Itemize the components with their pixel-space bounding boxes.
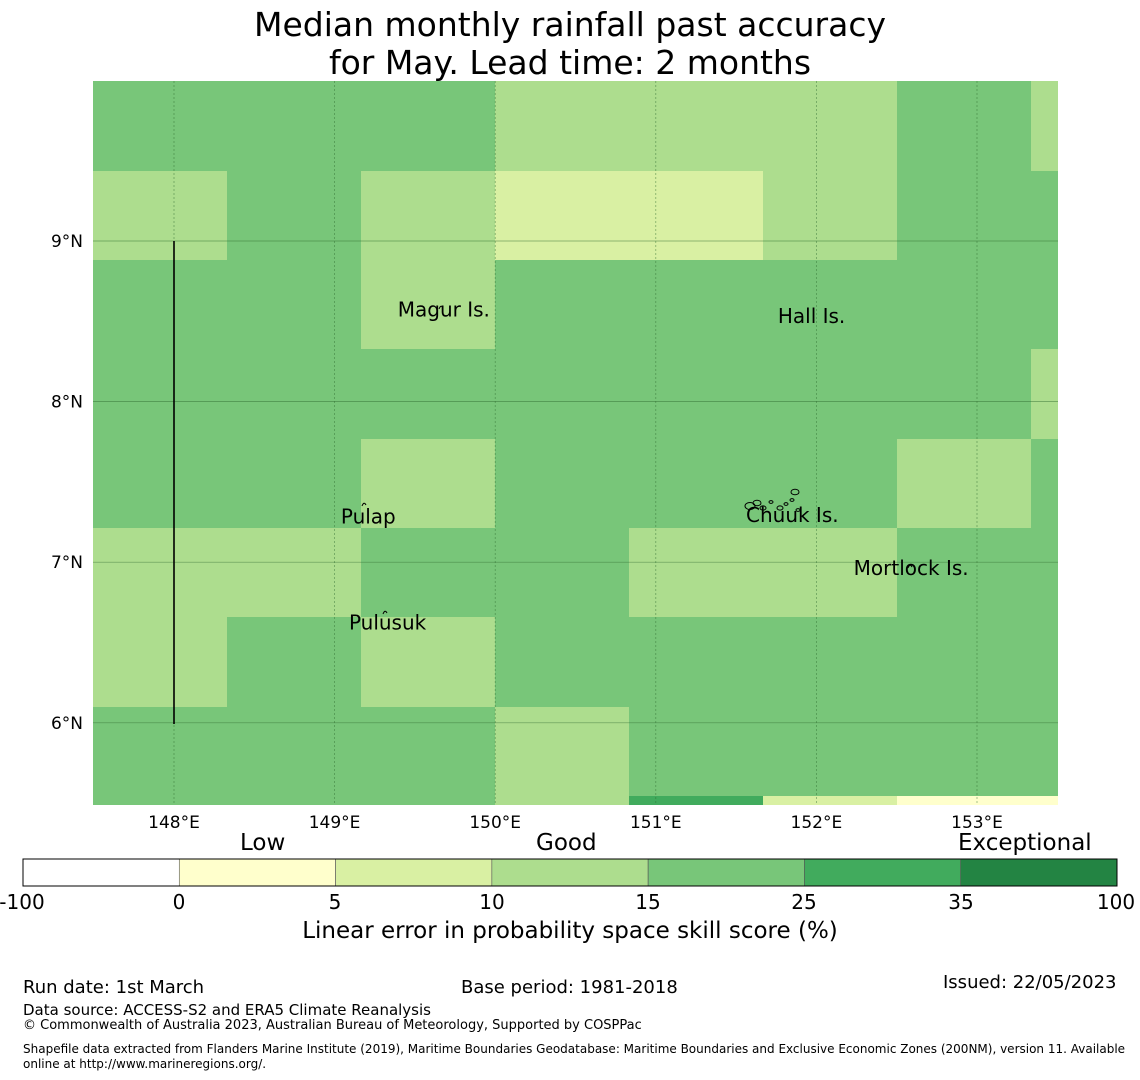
issued-date: Issued: 22/05/2023 [943,972,1117,993]
colorbar-segment [647,858,805,887]
map-cell [495,171,763,260]
place-label: Pulap [341,505,396,529]
place-label: Chuuk Is. [746,503,839,527]
colorbar-tick: 0 [172,890,186,914]
lon-tick-label: 153°E [951,813,1003,830]
lon-tick-label: 149°E [309,813,361,830]
map-cell [763,171,897,260]
chuuk-island-outline [759,505,767,511]
map-cell [897,796,1058,805]
map-cell [1031,260,1058,349]
map-cell [361,617,495,707]
colorbar-tick: 25 [791,890,817,914]
island-outline [907,564,913,569]
colorbar-segment [491,858,649,887]
lat-tick-label: 8°N [51,393,83,413]
map-cell [361,439,495,528]
base-period: Base period: 1981-2018 [461,977,678,998]
skill-map: Magur Is. Hall Is. Pulap Chuuk Is. Mortlock … [51,81,1058,830]
island-outline [382,610,388,615]
lon-tick-label: 150°E [469,813,521,830]
map-cell [1031,81,1058,171]
map-cell [93,81,173,171]
place-label: Mortlock Is. [854,556,969,580]
map-cell [495,617,1058,707]
colorbar-segment [22,858,180,887]
shapefile-credit: Shapefile data extracted from Flanders M… [23,1042,1125,1072]
lon-tick-label: 152°E [791,813,843,830]
chart-title: Median monthly rainfall past accuracy fo… [0,6,1140,82]
map-cell [93,796,495,805]
map-cell [361,171,495,260]
lon-tick-label: 148°E [148,813,200,830]
colorbar-outline [22,858,1118,887]
shapefile-credit-line-1: Shapefile data extracted from Flanders M… [23,1042,1126,1056]
map-cell [93,707,495,796]
colorbar-heading-good: Good [536,830,597,856]
map-cell [93,349,1031,439]
colorbar-tick: 35 [948,890,974,914]
map-cell [629,528,897,617]
colorbar-tick: 5 [328,890,342,914]
copyright: © Commonwealth of Australia 2023, Austra… [23,1018,642,1033]
lat-tick-label: 7°N [51,553,83,573]
map-cell [93,439,361,528]
map-cell [227,617,361,707]
colorbar-segment [335,858,493,887]
map-cell [495,707,629,796]
colorbar-segment [178,858,336,887]
lon-tick-label: 151°E [630,813,682,830]
colorbar-heading-exceptional: Exceptional [958,830,1092,856]
map-cell [1031,349,1058,439]
map-cell [93,528,361,617]
island-outline [361,502,367,507]
colorbar-tick: 100 [1096,890,1136,914]
map-cell [897,528,1058,617]
colorbar-label: Linear error in probability space skill … [302,918,838,944]
colorbar-segment [960,858,1118,887]
title-line-1: Median monthly rainfall past accuracy [253,5,887,44]
chuuk-island-outline [795,508,801,512]
map-cell [629,796,763,805]
chuuk-island-outline [768,500,774,504]
chuuk-island-outline [789,498,795,502]
map-cell [361,260,495,349]
title-line-2: for May. Lead time: 2 months [328,43,812,82]
map-cell [93,260,361,349]
chuuk-island-outline [783,502,789,506]
map-cell [1031,439,1058,528]
map-cell [495,260,1031,349]
colorbar-heading-low: Low [240,830,286,856]
data-source: Data source: ACCESS-S2 and ERA5 Climate … [23,1001,431,1019]
island-outline [438,305,444,310]
place-label: Pulusuk [349,611,427,635]
map-cell [93,617,227,707]
map-cell [495,439,897,528]
place-label: Magur Is. [398,297,490,321]
map-cell [763,796,897,805]
map-cell [227,171,361,260]
chuuk-island-outline [790,488,800,496]
chuuk-island-outline [776,505,784,511]
map-cell [495,796,629,805]
map-cell [495,81,897,171]
lat-tick-label: 9°N [51,232,83,252]
colorbar-tick: 15 [635,890,661,914]
colorbar-segment [804,858,962,887]
shapefile-credit-line-2: online at http://www.marineregions.org/. [23,1057,267,1071]
map-cell [897,171,1058,260]
place-label: Hall Is. [778,304,845,328]
colorbar-tick: 10 [479,890,505,914]
map-cell [897,81,1031,171]
map-cell [173,81,495,171]
map-cell [897,439,1031,528]
map-cell [93,171,227,260]
map-cell [629,707,1058,796]
chuuk-island-outline [752,499,762,507]
run-date: Run date: 1st March [23,977,205,998]
colorbar [22,858,1118,887]
lat-tick-label: 6°N [51,714,83,734]
colorbar-tick: -100 [0,890,45,914]
